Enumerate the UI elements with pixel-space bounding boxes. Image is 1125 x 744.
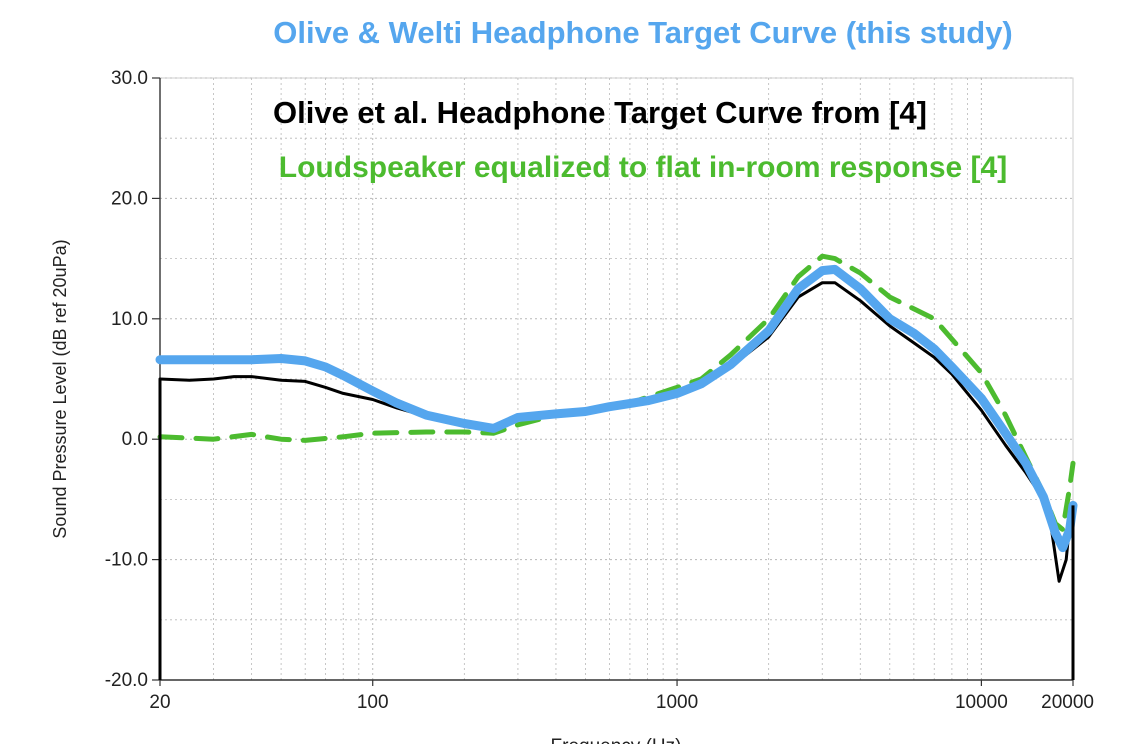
series-line-2	[155, 264, 1078, 553]
x-tick-label: 10000	[955, 692, 1008, 713]
y-tick-label: -20.0	[105, 670, 148, 691]
x-tick-label: 1000	[656, 692, 698, 713]
y-tick-label: 0.0	[122, 429, 148, 450]
x-tick-label: 100	[357, 692, 389, 713]
y-tick-label: 20.0	[111, 188, 148, 209]
y-tick-label: -10.0	[105, 550, 148, 571]
y-tick-label: 30.0	[111, 68, 148, 89]
legend-entry-olive-target: Olive et al. Headphone Target Curve from…	[273, 95, 927, 130]
x-tick-label: 20000	[1041, 692, 1094, 713]
legend-entry-loudspeaker: Loudspeaker equalized to flat in-room re…	[279, 151, 1007, 184]
y-axis-label: Sound Pressure Level (dB ref 20uPa)	[50, 239, 70, 538]
y-tick-label: 10.0	[111, 309, 148, 330]
chart-title: Olive & Welti Headphone Target Curve (th…	[273, 15, 1013, 50]
x-tick-label: 20	[149, 692, 170, 713]
grid	[160, 77, 1073, 681]
series-lines	[155, 253, 1078, 680]
x-tick-labels: 20 100 1000 10000 20000	[149, 680, 1094, 713]
x-axis-label: Frequency (Hz)	[551, 736, 682, 744]
y-tick-labels: 30.0 20.0 10.0 0.0 -10.0 -20.0	[105, 68, 160, 691]
